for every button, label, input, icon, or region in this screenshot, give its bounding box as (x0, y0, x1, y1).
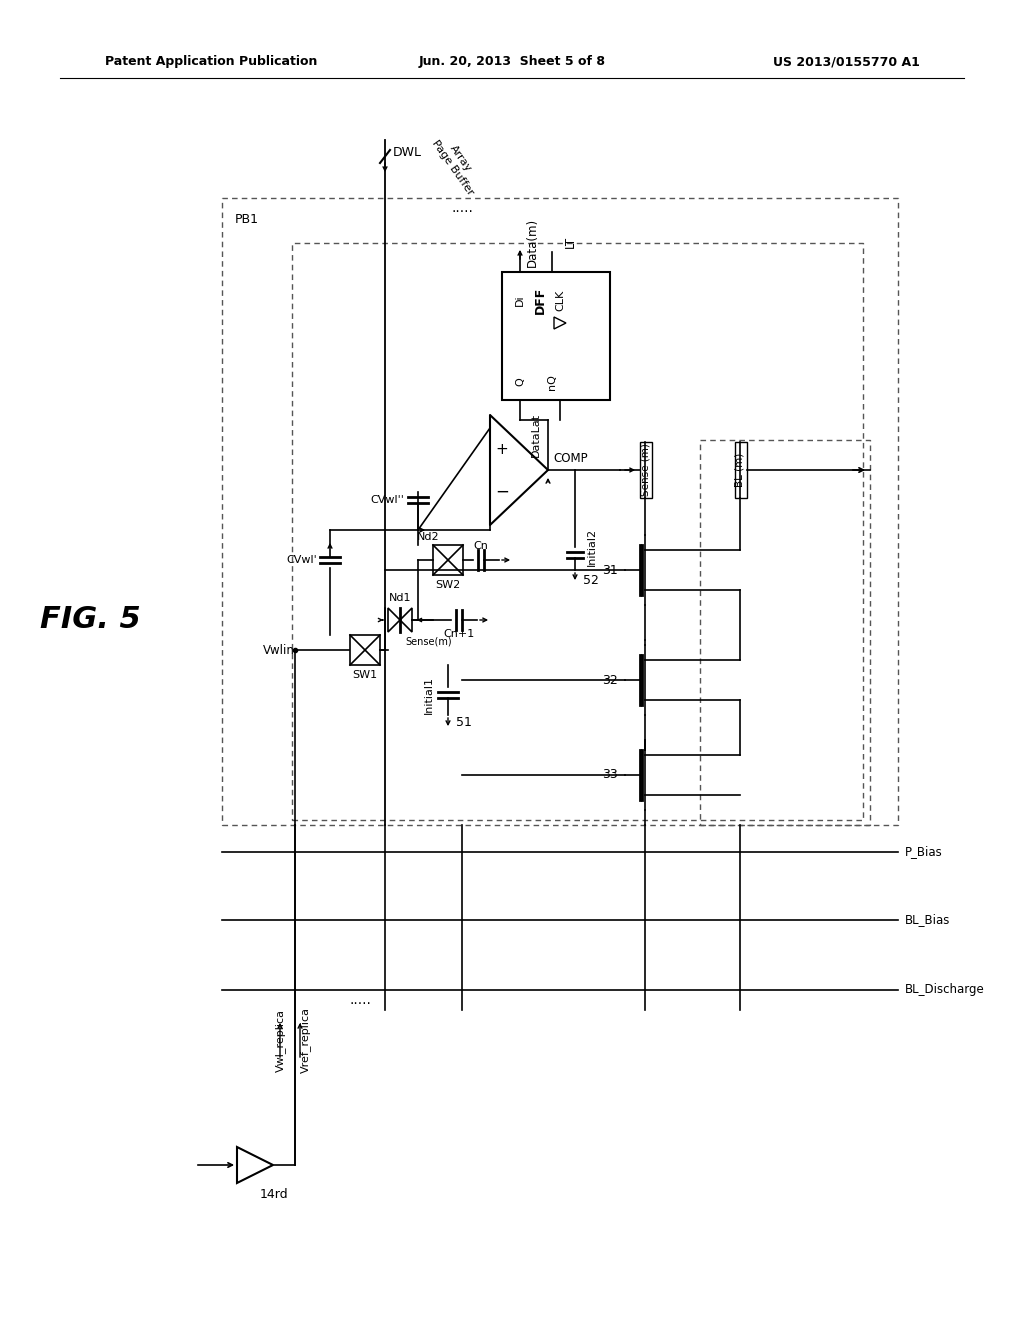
Bar (502, 272, 610, 400)
Text: 31: 31 (602, 564, 617, 577)
Text: 33: 33 (602, 768, 617, 781)
Text: SW2: SW2 (435, 579, 461, 590)
Text: 32: 32 (602, 673, 617, 686)
Text: US 2013/0155770 A1: US 2013/0155770 A1 (773, 55, 920, 69)
Text: COMP: COMP (553, 451, 588, 465)
Text: SW1: SW1 (352, 671, 378, 680)
Text: Sense(m): Sense(m) (406, 638, 452, 647)
Text: CVwl': CVwl' (287, 554, 317, 565)
Text: BL_Discharge: BL_Discharge (905, 983, 985, 997)
Text: PB1: PB1 (234, 213, 259, 226)
Bar (350, 635, 380, 665)
Bar (433, 545, 463, 576)
Bar (222, 198, 898, 825)
Text: CVwl'': CVwl'' (370, 495, 404, 506)
Text: BL (m): BL (m) (735, 453, 745, 487)
Text: Initial2: Initial2 (587, 528, 597, 566)
Text: Cn+1: Cn+1 (443, 630, 475, 639)
Text: Data(m): Data(m) (526, 218, 539, 267)
Text: Sense (m): Sense (m) (640, 444, 650, 496)
Text: Patent Application Publication: Patent Application Publication (105, 55, 317, 69)
Text: .....: ..... (451, 201, 473, 215)
Text: Cn: Cn (473, 541, 488, 550)
Text: Nd2: Nd2 (417, 532, 439, 543)
Bar (735, 442, 746, 498)
Text: −: − (495, 483, 509, 502)
Text: Di: Di (515, 294, 525, 306)
Text: +: + (496, 442, 508, 458)
Text: 52: 52 (583, 573, 599, 586)
Text: 51: 51 (456, 717, 472, 730)
Text: 14rd: 14rd (260, 1188, 289, 1201)
Text: DataLat: DataLat (531, 413, 541, 457)
Text: Initial1: Initial1 (424, 676, 434, 714)
Text: Vwl_replica: Vwl_replica (274, 1008, 286, 1072)
Bar (700, 440, 870, 825)
Text: Vref_replica: Vref_replica (300, 1007, 310, 1073)
Bar (640, 442, 652, 498)
Text: DWL: DWL (393, 145, 422, 158)
Bar (292, 243, 863, 820)
Text: BL_Bias: BL_Bias (905, 913, 950, 927)
Text: Nd1: Nd1 (389, 593, 412, 603)
Text: CLK: CLK (555, 289, 565, 310)
Text: nQ: nQ (547, 374, 557, 389)
Text: Q: Q (515, 378, 525, 387)
Text: Array: Array (449, 143, 473, 173)
Text: FIG. 5: FIG. 5 (40, 606, 140, 635)
Text: LT: LT (564, 236, 577, 248)
Text: Jun. 20, 2013  Sheet 5 of 8: Jun. 20, 2013 Sheet 5 of 8 (419, 55, 605, 69)
Text: P_Bias: P_Bias (905, 846, 943, 858)
Text: Page Buffer: Page Buffer (430, 139, 475, 198)
Text: DFF: DFF (534, 286, 547, 314)
Text: Vwlin: Vwlin (263, 644, 295, 656)
Text: .....: ..... (349, 993, 371, 1007)
